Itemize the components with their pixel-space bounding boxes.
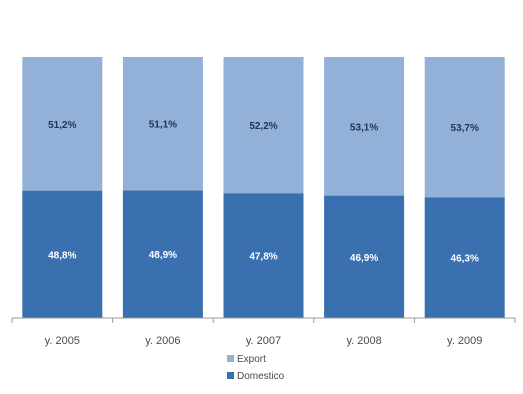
- legend-swatch-export: [227, 355, 234, 362]
- bar-segment-export-4: [324, 57, 405, 196]
- x-axis-ticks-group: y. 2005 y. 2006 y. 2007 y. 2008 y. 2009: [11, 318, 516, 347]
- data-label-domestico-3: 47,8%: [249, 252, 277, 263]
- data-label-export-1: 51,2%: [48, 120, 76, 131]
- legend-swatch-domestico: [227, 372, 234, 379]
- bar-segment-domestico-1: [22, 190, 103, 318]
- data-label-export-3: 52,2%: [249, 121, 277, 132]
- bar-labels-group: 48,8% 51,2% 48,9% 51,1% 47,8% 52,2% 46,9% 53,1%…: [48, 120, 479, 265]
- bar-segment-domestico-2: [122, 190, 203, 318]
- legend: Export Domestico: [227, 354, 285, 382]
- x-tick-label-5: y. 2009: [447, 335, 482, 347]
- x-tick-label-3: y. 2007: [246, 335, 281, 347]
- x-tick-label-2: y. 2006: [145, 335, 180, 347]
- bar-segment-export-5: [424, 57, 505, 198]
- bars-group: [22, 57, 505, 318]
- bar-segment-domestico-3: [223, 193, 304, 318]
- data-label-domestico-4: 46,9%: [350, 253, 378, 264]
- legend-label-domestico: Domestico: [237, 371, 285, 382]
- data-label-domestico-1: 48,8%: [48, 250, 76, 261]
- bar-segment-export-1: [22, 57, 103, 191]
- bar-segment-domestico-4: [324, 195, 405, 318]
- legend-label-export: Export: [237, 354, 266, 365]
- data-label-export-4: 53,1%: [350, 122, 378, 133]
- data-label-export-5: 53,7%: [451, 123, 479, 134]
- data-label-domestico-5: 46,3%: [451, 254, 479, 265]
- x-tick-label-1: y. 2005: [45, 335, 80, 347]
- data-label-export-2: 51,1%: [149, 120, 177, 131]
- x-tick-label-4: y. 2008: [346, 335, 381, 347]
- data-label-domestico-2: 48,9%: [149, 250, 177, 261]
- bar-segment-export-2: [122, 57, 203, 191]
- bar-segment-domestico-5: [424, 197, 505, 318]
- bar-segment-export-3: [223, 57, 304, 194]
